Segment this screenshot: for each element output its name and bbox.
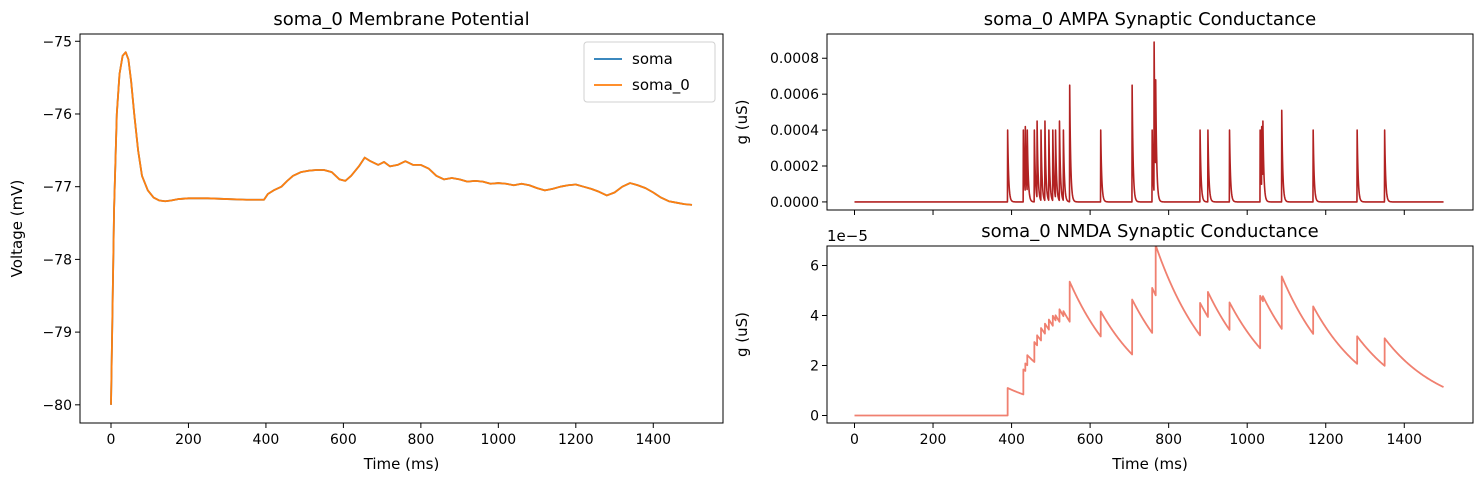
ampa-conductance-line: [853, 41, 1445, 203]
legend-label-soma_0: soma_0: [632, 76, 690, 95]
x-tick-label: 800: [408, 432, 435, 448]
y-tick: 6: [810, 259, 827, 275]
y-tick: −78: [42, 252, 80, 268]
y-offset-text: 1e−5: [827, 227, 868, 245]
chart-title: soma_0 Membrane Potential: [273, 9, 529, 30]
y-tick-label: 6: [810, 259, 819, 275]
x-tick: 1000: [1229, 423, 1265, 448]
y-tick: 0.0004: [770, 123, 827, 139]
series-line-soma: [110, 51, 693, 405]
x-tick-label: 1000: [481, 432, 517, 448]
y-tick-label: −77: [42, 180, 72, 196]
chart-title: soma_0 NMDA Synaptic Conductance: [981, 221, 1319, 242]
y-tick: 0.0006: [770, 87, 827, 103]
series-line-soma_0: [110, 51, 693, 405]
y-tick-label: 4: [810, 309, 819, 325]
x-tick-label: 1400: [1386, 432, 1422, 448]
x-tick-label: 200: [175, 432, 202, 448]
x-tick-label: 200: [920, 432, 947, 448]
y-axis-label: g (uS): [733, 312, 751, 357]
y-tick: −79: [42, 325, 80, 341]
y-tick-label: −76: [42, 107, 72, 123]
y-axis-label: g (uS): [733, 99, 751, 144]
legend: soma soma_0: [583, 41, 716, 103]
y-tick-label: −78: [42, 252, 72, 268]
y-tick-label: 0.0000: [770, 195, 819, 211]
y-tick-label: 2: [810, 359, 819, 375]
x-tick-label: 1200: [558, 432, 594, 448]
x-tick-label: 1400: [635, 432, 671, 448]
plot-frame: [79, 33, 724, 424]
x-tick: 1400: [635, 423, 671, 448]
membrane-potential-panel: soma_0 Membrane Potential Voltage (mV) Tim…: [8, 9, 724, 473]
x-tick-label: 400: [253, 432, 280, 448]
x-tick: 1000: [481, 423, 517, 448]
chart-title: soma_0 AMPA Synaptic Conductance: [984, 9, 1317, 30]
y-tick-label: 0.0008: [770, 51, 819, 67]
y-tick: 0.0000: [770, 195, 827, 211]
x-tick: 400: [253, 423, 280, 448]
x-axis-label: Time (ms): [363, 455, 440, 473]
y-tick: −75: [42, 34, 80, 50]
x-tick-label: 1000: [1229, 432, 1265, 448]
legend-label-soma: soma: [632, 50, 673, 68]
y-tick-label: 0.0002: [770, 159, 819, 175]
x-tick: 200: [175, 423, 202, 448]
y-tick: 0: [810, 409, 827, 425]
x-tick: 0: [107, 423, 116, 448]
y-tick-label: −79: [42, 325, 72, 341]
ampa-conductance-panel: soma_0 AMPA Synaptic Conductance g (uS) 0.…: [733, 9, 1474, 215]
nmda-conductance-panel: soma_0 NMDA Synaptic Conductance g (uS) Ti…: [733, 221, 1474, 473]
x-tick-label: 800: [1155, 432, 1182, 448]
y-tick-label: −80: [42, 398, 72, 414]
x-tick-label: 400: [998, 432, 1025, 448]
x-tick: 600: [330, 423, 357, 448]
x-tick: 200: [920, 423, 947, 448]
y-tick: 0.0002: [770, 159, 827, 175]
y-axis-label: Voltage (mV): [8, 180, 26, 278]
nmda-conductance-line: [853, 246, 1445, 417]
x-tick: 1200: [1308, 423, 1344, 448]
x-tick: 800: [1155, 423, 1182, 448]
x-axis-label: Time (ms): [1111, 455, 1188, 473]
y-tick: −76: [42, 107, 80, 123]
x-tick-label: 600: [330, 432, 357, 448]
plot-frame: [826, 33, 1474, 211]
x-tick: 1400: [1386, 423, 1422, 448]
y-tick: 2: [810, 359, 827, 375]
y-tick: 4: [810, 309, 827, 325]
y-tick-label: 0: [810, 409, 819, 425]
y-tick: 0.0008: [770, 51, 827, 67]
y-tick-label: 0.0004: [770, 123, 819, 139]
y-tick: −80: [42, 398, 80, 414]
x-tick: 600: [1077, 423, 1104, 448]
y-tick-label: −75: [42, 34, 72, 50]
x-tick: 0: [850, 423, 859, 448]
x-tick-label: 0: [850, 432, 859, 448]
x-tick: 800: [408, 423, 435, 448]
x-tick: 1200: [558, 423, 594, 448]
x-tick-label: 0: [107, 432, 116, 448]
plot-frame: [826, 245, 1474, 424]
y-tick-label: 0.0006: [770, 87, 819, 103]
x-tick-label: 600: [1077, 432, 1104, 448]
x-tick-label: 1200: [1308, 432, 1344, 448]
x-tick: 400: [998, 423, 1025, 448]
y-tick: −77: [42, 180, 80, 196]
